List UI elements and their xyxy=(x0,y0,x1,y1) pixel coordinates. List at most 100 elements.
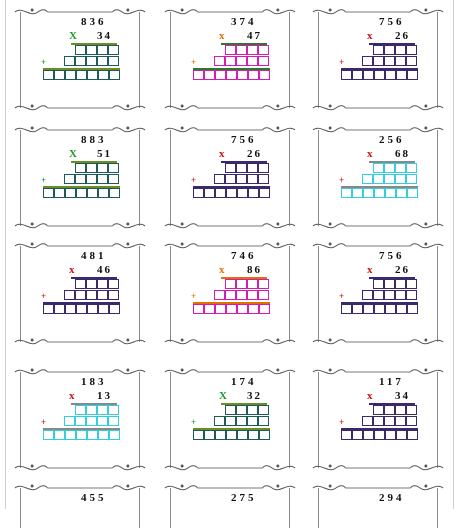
answer-cell[interactable] xyxy=(226,430,237,440)
answer-cell[interactable] xyxy=(258,45,269,55)
answer-cell[interactable] xyxy=(109,188,120,198)
answer-cell[interactable] xyxy=(385,304,396,314)
answer-cell[interactable] xyxy=(384,290,395,300)
answer-cell[interactable] xyxy=(43,70,54,80)
answer-cell[interactable] xyxy=(54,70,65,80)
answer-cell[interactable] xyxy=(214,56,225,66)
answer-cell[interactable] xyxy=(236,45,247,55)
answer-cell[interactable] xyxy=(109,304,120,314)
answer-cell[interactable] xyxy=(86,405,97,415)
answer-cell[interactable] xyxy=(248,430,259,440)
answer-cell[interactable] xyxy=(363,188,374,198)
answer-cell[interactable] xyxy=(75,416,86,426)
answer-cell[interactable] xyxy=(247,279,258,289)
answer-cell[interactable] xyxy=(226,304,237,314)
answer-cell[interactable] xyxy=(225,405,236,415)
answer-cell[interactable] xyxy=(86,163,97,173)
answer-cell[interactable] xyxy=(352,430,363,440)
answer-cell[interactable] xyxy=(362,416,373,426)
answer-cell[interactable] xyxy=(64,56,75,66)
answer-cell[interactable] xyxy=(98,70,109,80)
answer-cell[interactable] xyxy=(236,416,247,426)
answer-cell[interactable] xyxy=(341,188,352,198)
answer-cell[interactable] xyxy=(259,430,270,440)
answer-cell[interactable] xyxy=(97,416,108,426)
answer-cell[interactable] xyxy=(64,174,75,184)
answer-cell[interactable] xyxy=(75,279,86,289)
answer-cell[interactable] xyxy=(225,290,236,300)
answer-cell[interactable] xyxy=(193,70,204,80)
answer-cell[interactable] xyxy=(204,188,215,198)
answer-cell[interactable] xyxy=(236,405,247,415)
answer-cell[interactable] xyxy=(204,430,215,440)
answer-cell[interactable] xyxy=(258,56,269,66)
answer-cell[interactable] xyxy=(247,56,258,66)
answer-cell[interactable] xyxy=(87,430,98,440)
answer-cell[interactable] xyxy=(406,45,417,55)
answer-cell[interactable] xyxy=(385,188,396,198)
answer-cell[interactable] xyxy=(352,70,363,80)
answer-cell[interactable] xyxy=(98,188,109,198)
answer-cell[interactable] xyxy=(373,174,384,184)
answer-cell[interactable] xyxy=(108,279,119,289)
answer-cell[interactable] xyxy=(86,56,97,66)
answer-cell[interactable] xyxy=(373,45,384,55)
answer-cell[interactable] xyxy=(225,279,236,289)
answer-cell[interactable] xyxy=(373,163,384,173)
answer-cell[interactable] xyxy=(395,279,406,289)
answer-cell[interactable] xyxy=(406,290,417,300)
answer-cell[interactable] xyxy=(214,290,225,300)
answer-cell[interactable] xyxy=(363,304,374,314)
answer-cell[interactable] xyxy=(76,70,87,80)
answer-cell[interactable] xyxy=(214,416,225,426)
answer-cell[interactable] xyxy=(97,45,108,55)
answer-cell[interactable] xyxy=(237,430,248,440)
answer-cell[interactable] xyxy=(258,279,269,289)
answer-cell[interactable] xyxy=(363,430,374,440)
answer-cell[interactable] xyxy=(395,163,406,173)
answer-cell[interactable] xyxy=(64,416,75,426)
answer-cell[interactable] xyxy=(395,45,406,55)
answer-cell[interactable] xyxy=(236,163,247,173)
answer-cell[interactable] xyxy=(215,188,226,198)
answer-cell[interactable] xyxy=(43,304,54,314)
answer-cell[interactable] xyxy=(384,405,395,415)
answer-cell[interactable] xyxy=(385,70,396,80)
answer-cell[interactable] xyxy=(236,174,247,184)
answer-cell[interactable] xyxy=(373,416,384,426)
answer-cell[interactable] xyxy=(248,304,259,314)
answer-cell[interactable] xyxy=(247,174,258,184)
answer-cell[interactable] xyxy=(259,188,270,198)
answer-cell[interactable] xyxy=(97,290,108,300)
answer-cell[interactable] xyxy=(204,70,215,80)
answer-cell[interactable] xyxy=(75,56,86,66)
answer-cell[interactable] xyxy=(193,304,204,314)
answer-cell[interactable] xyxy=(75,163,86,173)
answer-cell[interactable] xyxy=(193,430,204,440)
answer-cell[interactable] xyxy=(108,405,119,415)
answer-cell[interactable] xyxy=(108,174,119,184)
answer-cell[interactable] xyxy=(395,290,406,300)
answer-cell[interactable] xyxy=(248,70,259,80)
answer-cell[interactable] xyxy=(374,188,385,198)
answer-cell[interactable] xyxy=(214,174,225,184)
answer-cell[interactable] xyxy=(225,174,236,184)
answer-cell[interactable] xyxy=(65,188,76,198)
answer-cell[interactable] xyxy=(258,405,269,415)
answer-cell[interactable] xyxy=(75,174,86,184)
answer-cell[interactable] xyxy=(406,279,417,289)
answer-cell[interactable] xyxy=(86,416,97,426)
answer-cell[interactable] xyxy=(384,279,395,289)
answer-cell[interactable] xyxy=(76,430,87,440)
answer-cell[interactable] xyxy=(396,304,407,314)
answer-cell[interactable] xyxy=(75,290,86,300)
answer-cell[interactable] xyxy=(407,188,418,198)
answer-cell[interactable] xyxy=(384,174,395,184)
answer-cell[interactable] xyxy=(65,70,76,80)
answer-cell[interactable] xyxy=(236,279,247,289)
answer-cell[interactable] xyxy=(247,405,258,415)
answer-cell[interactable] xyxy=(374,304,385,314)
answer-cell[interactable] xyxy=(384,416,395,426)
answer-cell[interactable] xyxy=(406,405,417,415)
answer-cell[interactable] xyxy=(98,304,109,314)
